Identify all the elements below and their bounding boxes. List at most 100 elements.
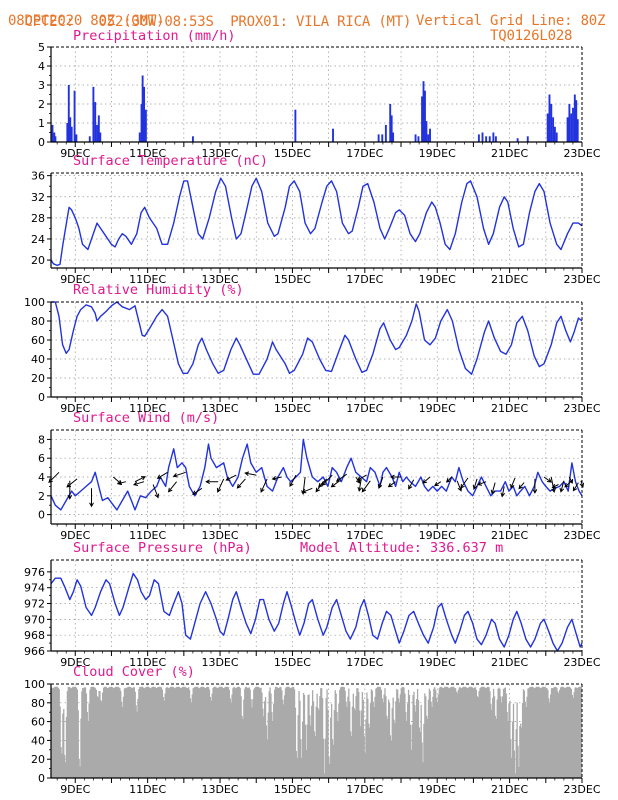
- cloud-bar: [312, 701, 315, 778]
- cloud-bar: [304, 724, 307, 778]
- cloud-bar: [441, 687, 443, 778]
- cloud-bar: [311, 690, 314, 778]
- cloud-bar: [132, 687, 135, 778]
- cloud-bar: [89, 689, 91, 778]
- cloud-bar: [241, 715, 243, 778]
- cloud-bar: [302, 692, 305, 778]
- cloud-bar: [346, 707, 348, 778]
- cloud-bar: [484, 688, 487, 778]
- x-tick-label: 17DEC: [346, 402, 383, 415]
- cloud-bar: [337, 720, 339, 778]
- cloud-bar: [294, 707, 297, 778]
- cloud-bar: [499, 688, 501, 778]
- cloud-bar: [291, 687, 293, 778]
- cloud-bar: [303, 695, 306, 778]
- cloud-bar: [384, 688, 386, 778]
- precip-bar: [516, 138, 519, 142]
- cloud-bar: [199, 687, 202, 778]
- cloud-bar: [230, 702, 232, 778]
- cloud-bar: [74, 686, 77, 778]
- cloud-bar: [234, 687, 236, 778]
- y-tick-label: 0: [38, 772, 45, 785]
- y-tick-label: 0: [38, 509, 45, 522]
- cloud-bar: [136, 711, 138, 778]
- wind-arrow: [579, 480, 585, 488]
- cloud-bar: [411, 724, 413, 778]
- cloud-bar: [577, 688, 579, 778]
- cloud-bar: [206, 686, 209, 778]
- cloud-bar: [117, 686, 119, 778]
- cloud-bar: [427, 699, 430, 778]
- cloud-bar: [116, 686, 118, 778]
- cloud-bar: [460, 688, 462, 778]
- cloud-bar: [549, 694, 552, 778]
- cloud-bar: [88, 703, 90, 778]
- y-tick-label: 80: [31, 315, 45, 328]
- cloud-bar: [350, 736, 353, 778]
- wind-arrow: [289, 474, 297, 487]
- cloud-bar: [78, 758, 80, 778]
- x-tick-label: 23DEC: [563, 273, 600, 286]
- cloud-bar: [109, 686, 111, 778]
- x-tick-label: 21DEC: [491, 529, 528, 542]
- precip-bar: [555, 132, 558, 142]
- cloud-bar: [256, 686, 259, 778]
- cloud-bar: [349, 701, 351, 778]
- cloud-bar: [216, 688, 219, 778]
- x-tick-label: 15DEC: [274, 147, 311, 160]
- cloud-bar: [100, 700, 102, 778]
- wind-arrow: [156, 471, 168, 479]
- y-tick-label: 20: [31, 753, 45, 766]
- cloud-bar: [176, 686, 178, 778]
- cloud-bar: [447, 687, 450, 778]
- cloud-bar: [93, 687, 96, 778]
- cloud-bar: [412, 695, 414, 778]
- cloud-bar: [165, 688, 167, 778]
- cloud-bar: [210, 700, 212, 778]
- cloud-bar: [211, 693, 213, 778]
- series-line: [51, 301, 583, 375]
- y-tick-label: 1: [38, 117, 45, 130]
- cloud-bar: [179, 688, 182, 778]
- cloud-bar: [434, 687, 436, 778]
- cloud-bar: [223, 688, 225, 778]
- cloud-bar: [364, 753, 366, 778]
- cloud-bar: [203, 687, 205, 778]
- cloud-bar: [421, 742, 423, 778]
- wind-arrow: [244, 471, 257, 476]
- cloud-bar: [353, 707, 355, 778]
- wind-arrow: [192, 487, 203, 495]
- cloud-bar: [53, 687, 55, 778]
- y-tick-label: 974: [24, 582, 45, 595]
- precip-bar: [392, 132, 395, 142]
- cloud-bar: [159, 686, 162, 778]
- cloud-bar: [532, 687, 535, 778]
- cloud-bar: [383, 694, 385, 778]
- wind-arrow: [460, 477, 469, 489]
- cloud-bar: [323, 773, 326, 778]
- cloud-bar: [552, 688, 554, 778]
- cloud-bar: [463, 686, 466, 778]
- cloud-bar: [188, 689, 191, 778]
- cloud-bar: [259, 688, 261, 778]
- cloud-bar: [358, 691, 360, 778]
- cloud-bar: [64, 762, 67, 778]
- cloud-bar: [391, 708, 393, 778]
- cloud-bar: [489, 691, 491, 778]
- cloud-bar: [439, 686, 441, 778]
- cloud-bar: [251, 707, 253, 778]
- cloud-bar: [214, 686, 216, 778]
- x-tick-label: 11DEC: [129, 273, 166, 286]
- x-tick-label: 11DEC: [129, 147, 166, 160]
- precip-bar: [485, 136, 488, 142]
- cloud-bar: [264, 701, 266, 778]
- cloud-bar: [171, 686, 174, 778]
- y-tick-label: 6: [38, 452, 45, 465]
- cloud-bar: [289, 687, 291, 778]
- cloud-bar: [76, 689, 78, 778]
- wind-arrow: [559, 480, 565, 493]
- cloud-bar: [396, 688, 398, 778]
- wind-arrow: [357, 478, 363, 492]
- wind-arrow: [550, 476, 556, 494]
- cloud-bar: [320, 688, 322, 778]
